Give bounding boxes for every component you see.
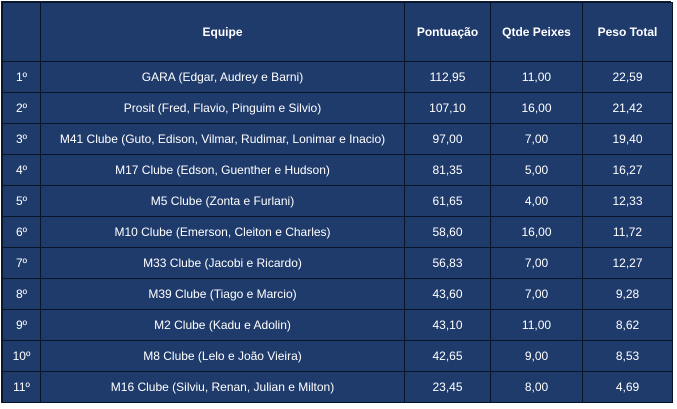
cell-total-weight: 9,28 <box>582 278 673 310</box>
table-row: 1º GARA (Edgar, Audrey e Barni) 112,95 1… <box>2 61 673 93</box>
cell-score: 97,00 <box>404 123 491 155</box>
cell-total-weight: 21,42 <box>582 92 673 124</box>
cell-score: 112,95 <box>404 61 491 93</box>
header-team: Equipe <box>40 2 405 62</box>
cell-score: 61,65 <box>404 185 491 217</box>
header-score: Pontuação <box>404 2 491 62</box>
cell-total-weight: 11,72 <box>582 216 673 248</box>
cell-position: 10º <box>2 340 41 372</box>
cell-score: 23,45 <box>404 371 491 403</box>
cell-total-weight: 8,62 <box>582 309 673 341</box>
cell-position: 1º <box>2 61 41 93</box>
cell-fish-count: 16,00 <box>490 216 583 248</box>
cell-team: M16 Clube (Silviu, Renan, Julian e Milto… <box>40 371 405 403</box>
cell-position: 7º <box>2 247 41 279</box>
header-fish-count: Qtde Peixes <box>490 2 583 62</box>
cell-fish-count: 4,00 <box>490 185 583 217</box>
table-body: 1º GARA (Edgar, Audrey e Barni) 112,95 1… <box>2 61 673 403</box>
cell-fish-count: 7,00 <box>490 247 583 279</box>
cell-team: M41 Clube (Guto, Edison, Vilmar, Rudimar… <box>40 123 405 155</box>
cell-total-weight: 8,53 <box>582 340 673 372</box>
cell-total-weight: 19,40 <box>582 123 673 155</box>
cell-team: M17 Clube (Edson, Guenther e Hudson) <box>40 154 405 186</box>
cell-team: M5 Clube (Zonta e Furlani) <box>40 185 405 217</box>
results-table: Equipe Pontuação Qtde Peixes Peso Total … <box>2 2 673 403</box>
table-row: 10º M8 Clube (Lelo e João Vieira) 42,65 … <box>2 340 673 372</box>
cell-team: M8 Clube (Lelo e João Vieira) <box>40 340 405 372</box>
cell-fish-count: 16,00 <box>490 92 583 124</box>
cell-fish-count: 7,00 <box>490 278 583 310</box>
header-row: Equipe Pontuação Qtde Peixes Peso Total <box>2 2 673 62</box>
table-header: Equipe Pontuação Qtde Peixes Peso Total <box>2 2 673 62</box>
cell-total-weight: 12,27 <box>582 247 673 279</box>
cell-score: 42,65 <box>404 340 491 372</box>
cell-team: GARA (Edgar, Audrey e Barni) <box>40 61 405 93</box>
cell-fish-count: 8,00 <box>490 371 583 403</box>
cell-position: 9º <box>2 309 41 341</box>
table-row: 8º M39 Clube (Tiago e Marcio) 43,60 7,00… <box>2 278 673 310</box>
table-row: 4º M17 Clube (Edson, Guenther e Hudson) … <box>2 154 673 186</box>
header-position <box>2 2 41 62</box>
cell-team: M39 Clube (Tiago e Marcio) <box>40 278 405 310</box>
cell-team: M2 Clube (Kadu e Adolin) <box>40 309 405 341</box>
cell-position: 8º <box>2 278 41 310</box>
cell-team: Prosit (Fred, Flavio, Pinguim e Silvio) <box>40 92 405 124</box>
cell-score: 56,83 <box>404 247 491 279</box>
table-row: 5º M5 Clube (Zonta e Furlani) 61,65 4,00… <box>2 185 673 217</box>
cell-fish-count: 11,00 <box>490 309 583 341</box>
table-row: 6º M10 Clube (Emerson, Cleiton e Charles… <box>2 216 673 248</box>
cell-total-weight: 22,59 <box>582 61 673 93</box>
cell-fish-count: 5,00 <box>490 154 583 186</box>
table-row: 9º M2 Clube (Kadu e Adolin) 43,10 11,00 … <box>2 309 673 341</box>
cell-score: 81,35 <box>404 154 491 186</box>
table-row: 3º M41 Clube (Guto, Edison, Vilmar, Rudi… <box>2 123 673 155</box>
cell-fish-count: 7,00 <box>490 123 583 155</box>
cell-position: 3º <box>2 123 41 155</box>
results-table-container: Equipe Pontuação Qtde Peixes Peso Total … <box>1 1 673 403</box>
cell-total-weight: 16,27 <box>582 154 673 186</box>
cell-position: 5º <box>2 185 41 217</box>
cell-score: 58,60 <box>404 216 491 248</box>
cell-position: 2º <box>2 92 41 124</box>
header-total-weight: Peso Total <box>582 2 673 62</box>
cell-team: M33 Clube (Jacobi e Ricardo) <box>40 247 405 279</box>
cell-total-weight: 12,33 <box>582 185 673 217</box>
table-row: 2º Prosit (Fred, Flavio, Pinguim e Silvi… <box>2 92 673 124</box>
cell-position: 4º <box>2 154 41 186</box>
table-row: 11º M16 Clube (Silviu, Renan, Julian e M… <box>2 371 673 403</box>
cell-score: 43,60 <box>404 278 491 310</box>
cell-fish-count: 11,00 <box>490 61 583 93</box>
cell-score: 107,10 <box>404 92 491 124</box>
cell-fish-count: 9,00 <box>490 340 583 372</box>
cell-team: M10 Clube (Emerson, Cleiton e Charles) <box>40 216 405 248</box>
cell-position: 11º <box>2 371 41 403</box>
table-row: 7º M33 Clube (Jacobi e Ricardo) 56,83 7,… <box>2 247 673 279</box>
cell-total-weight: 4,69 <box>582 371 673 403</box>
cell-position: 6º <box>2 216 41 248</box>
cell-score: 43,10 <box>404 309 491 341</box>
